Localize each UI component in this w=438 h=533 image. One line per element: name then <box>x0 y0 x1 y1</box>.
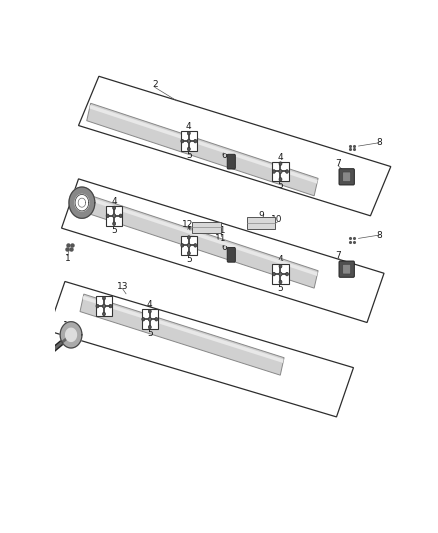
Circle shape <box>279 169 282 173</box>
Circle shape <box>194 244 197 247</box>
Text: 4: 4 <box>111 197 117 206</box>
Circle shape <box>113 222 116 225</box>
Text: 8: 8 <box>376 138 382 147</box>
Circle shape <box>272 272 276 276</box>
Circle shape <box>194 139 197 143</box>
FancyBboxPatch shape <box>227 247 235 262</box>
FancyBboxPatch shape <box>227 154 235 169</box>
Circle shape <box>279 264 282 268</box>
Circle shape <box>187 147 190 151</box>
Circle shape <box>113 206 116 209</box>
Circle shape <box>279 177 282 181</box>
Text: 5: 5 <box>147 329 153 338</box>
Polygon shape <box>66 328 77 342</box>
Text: 14: 14 <box>63 321 74 330</box>
Circle shape <box>279 280 282 284</box>
Text: 4: 4 <box>186 227 192 236</box>
Polygon shape <box>69 187 95 219</box>
Text: 7: 7 <box>336 251 341 260</box>
Circle shape <box>181 139 184 143</box>
Circle shape <box>181 244 184 247</box>
Polygon shape <box>75 195 88 211</box>
Circle shape <box>187 252 190 255</box>
Text: 12: 12 <box>182 220 194 229</box>
Text: 6: 6 <box>221 150 227 159</box>
Circle shape <box>106 214 109 217</box>
Polygon shape <box>89 105 318 183</box>
Text: 4: 4 <box>186 122 192 131</box>
Circle shape <box>102 296 106 300</box>
Circle shape <box>148 325 151 329</box>
Text: 7: 7 <box>336 159 341 168</box>
Text: 6: 6 <box>221 244 227 252</box>
Text: 8: 8 <box>376 231 382 240</box>
Polygon shape <box>83 296 284 363</box>
Bar <box>272 161 289 181</box>
Circle shape <box>272 169 276 173</box>
Circle shape <box>96 304 99 308</box>
Circle shape <box>148 317 152 321</box>
Circle shape <box>286 169 289 173</box>
Text: 5: 5 <box>278 284 283 293</box>
Text: 1: 1 <box>65 254 71 263</box>
Circle shape <box>187 236 190 239</box>
Text: 4: 4 <box>278 255 283 264</box>
Circle shape <box>102 304 106 308</box>
Text: 5: 5 <box>278 181 283 190</box>
Bar <box>181 236 197 255</box>
Bar <box>181 131 197 151</box>
Circle shape <box>187 132 190 135</box>
Text: 10: 10 <box>271 215 283 224</box>
Polygon shape <box>60 322 82 348</box>
Polygon shape <box>89 197 318 276</box>
Bar <box>141 309 158 329</box>
Circle shape <box>279 272 282 276</box>
Polygon shape <box>87 196 318 288</box>
FancyBboxPatch shape <box>339 169 354 185</box>
Circle shape <box>119 214 122 217</box>
Circle shape <box>113 214 116 218</box>
Circle shape <box>142 318 145 321</box>
Text: 2: 2 <box>152 80 158 89</box>
Text: 4: 4 <box>278 152 283 161</box>
Polygon shape <box>87 103 318 196</box>
Text: 5: 5 <box>111 225 117 235</box>
Circle shape <box>155 318 158 321</box>
Text: 5: 5 <box>186 150 192 159</box>
Bar <box>106 206 122 225</box>
Text: 5: 5 <box>186 255 192 264</box>
Circle shape <box>148 310 151 313</box>
FancyBboxPatch shape <box>343 172 351 182</box>
Bar <box>96 296 112 316</box>
Text: 9: 9 <box>258 211 264 220</box>
FancyBboxPatch shape <box>339 261 354 277</box>
FancyBboxPatch shape <box>247 217 276 229</box>
Circle shape <box>187 139 191 143</box>
Circle shape <box>187 244 191 247</box>
Polygon shape <box>80 294 284 375</box>
Circle shape <box>286 272 289 276</box>
Text: 3: 3 <box>74 189 80 198</box>
Circle shape <box>109 304 112 308</box>
Bar <box>272 264 289 284</box>
Circle shape <box>102 312 106 316</box>
Text: 11: 11 <box>215 225 227 235</box>
FancyBboxPatch shape <box>192 222 221 233</box>
Text: 11: 11 <box>215 234 227 243</box>
Text: 13: 13 <box>117 282 128 291</box>
FancyBboxPatch shape <box>343 264 351 274</box>
Text: 4: 4 <box>147 301 152 309</box>
Circle shape <box>279 162 282 165</box>
